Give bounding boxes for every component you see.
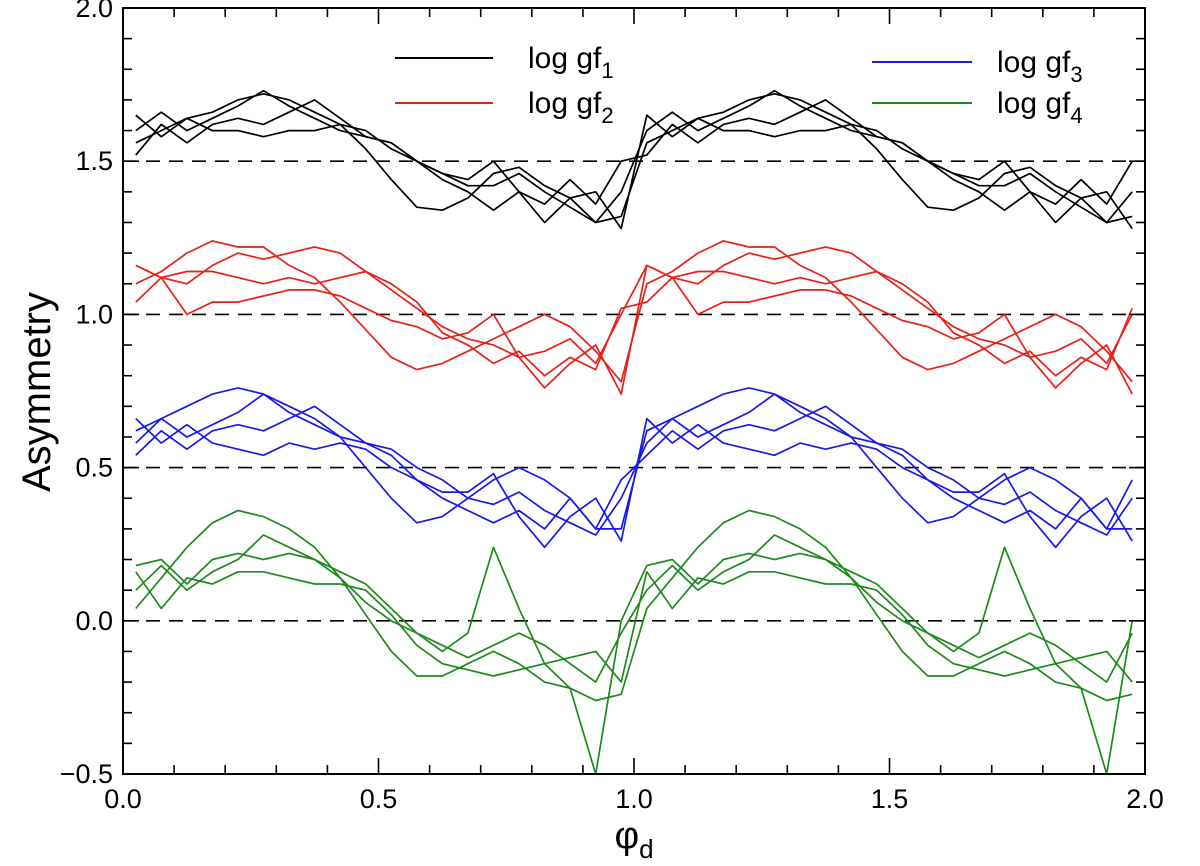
- legend: log gf1 log gf2 log gf3 log gf4: [395, 42, 1083, 128]
- x-tick-label-1: 0.5: [360, 784, 398, 814]
- plot-frame: [122, 7, 1146, 775]
- legend-label-3-base: log gf: [997, 46, 1071, 79]
- series-3-curve-2: [135, 393, 1133, 536]
- series-2-curve-3: [135, 270, 1133, 377]
- x-tick-label-0: 0.0: [104, 784, 142, 814]
- y-axis-label: Asymmetry: [15, 292, 59, 492]
- x-tick-label-3: 1.5: [871, 784, 909, 814]
- series-1-curve-2: [135, 89, 1133, 224]
- x-tick-label-4: 2.0: [1126, 784, 1164, 814]
- series-layer: [135, 89, 1134, 775]
- legend-label-2-sub: 2: [601, 103, 613, 128]
- legend-label-3: log gf3: [997, 46, 1083, 87]
- series-1-curve-4: [135, 114, 1133, 230]
- series-4-curve-2: [135, 534, 1133, 683]
- series-1-curve-3: [135, 99, 1133, 212]
- legend-label-4-sub: 4: [1070, 103, 1082, 128]
- y-tick-label-2: 0.5: [75, 453, 113, 483]
- x-axis-label-sub: d: [639, 834, 653, 864]
- tick-labels: −0.50.00.51.01.52.00.0 0.5 1.0 1.5 2.0: [60, 0, 1164, 814]
- y-tick-label-4: 1.5: [75, 146, 113, 176]
- series-3-curve-4: [135, 417, 1133, 549]
- series-2-curve-4: [135, 264, 1133, 395]
- legend-label-2-base: log gf: [528, 87, 602, 120]
- y-tick-label-0: −0.5: [60, 759, 113, 789]
- legend-label-4: log gf4: [997, 87, 1083, 128]
- x-axis-label-main: φ: [614, 815, 639, 857]
- series-3-curve-3: [135, 405, 1133, 530]
- x-axis-label: φd: [614, 815, 653, 864]
- legend-label-2: log gf2: [528, 87, 614, 128]
- legend-label-3-sub: 3: [1070, 62, 1082, 87]
- series-2-curve-2: [135, 246, 1133, 365]
- series-4-curve-4: [135, 546, 1134, 775]
- series-4-curve-3: [135, 570, 1133, 683]
- y-tick-label-3: 1.0: [75, 299, 113, 329]
- series-4-curve-1: [135, 509, 1133, 702]
- legend-label-1: log gf1: [528, 42, 614, 83]
- y-tick-label-5: 2.0: [75, 0, 113, 23]
- legend-label-1-base: log gf: [528, 42, 602, 75]
- tick-marks: [123, 8, 1145, 774]
- x-tick-label-2: 1.0: [615, 784, 653, 814]
- legend-label-4-base: log gf: [997, 87, 1071, 120]
- legend-label-1-sub: 1: [601, 58, 613, 83]
- y-tick-label-1: 0.0: [75, 606, 113, 636]
